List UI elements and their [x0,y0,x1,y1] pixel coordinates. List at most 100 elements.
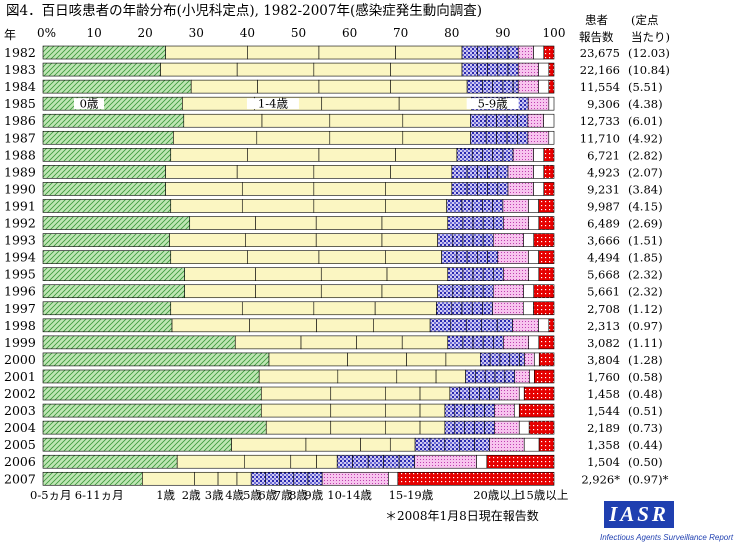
bar-segment [236,471,252,486]
bar-segment [165,45,248,60]
per-sentinel-value: (0.97)* [628,472,669,486]
report-count: 1,504 [587,455,620,469]
bar-segment [42,182,166,196]
bar-segment [507,62,519,77]
bar-segment [261,113,331,128]
bar-segment [419,403,446,418]
bar-segment [538,318,550,333]
bar-segment [307,471,323,486]
year-labels: 1982 1983 1984 1985 1986 1987 1988 1989 1990 1991… [4,45,36,486]
report-count: 1,358 [587,438,620,452]
bar-segment [461,301,473,316]
bar-segment [523,284,535,299]
year-label: 1989 [4,164,36,179]
bar-segment [503,267,530,281]
bar-segment [519,352,525,367]
bar-segment [320,284,383,299]
bar-segment [170,301,243,316]
bar-segment [538,62,550,77]
bar-segment [533,165,545,179]
bar-segment [184,267,256,281]
bar-segment [512,79,519,94]
bar-segment [234,335,302,350]
bar-segment [506,113,518,128]
bar-segment [462,216,474,230]
bar-segment [509,352,520,367]
bar-segment [182,96,255,111]
bar-segment [451,165,468,179]
bar-segment [385,182,453,196]
group-label: 1-4歳 [258,97,289,111]
bar-segment [247,250,320,264]
per-sentinel-value: (2.32) [628,285,663,299]
bar-segment [406,352,447,367]
bar-segment [543,165,555,179]
year-label: 1998 [4,318,36,333]
bar-segment [236,62,315,77]
bar-segment [474,403,485,418]
bar-segment [385,420,421,435]
x-tick-label: 70 [393,26,408,40]
year-axis-label: 年 [4,28,16,42]
x-axis-ticks: 0% 10 20 30 40 50 60 70 80 90 100 [37,26,565,40]
year-label: 1985 [4,96,36,111]
bar-segment [170,148,248,162]
year-label: 1994 [4,250,36,265]
right-header-reports-line2: 報告数 [579,30,614,44]
bar-segment [385,386,421,401]
bar-segment [518,420,530,435]
group-label-bg [73,98,104,110]
per-sentinel-value: (0.51) [628,404,663,418]
year-label: 1993 [4,233,36,248]
category-label: 2歳 [182,488,201,502]
bar-segment [330,386,386,401]
bar-segment [517,62,539,77]
bar-segment [502,199,529,213]
bar-segment [42,79,192,94]
bar-segment [42,130,174,145]
bar-segment [42,199,172,213]
bar-segment [548,62,555,77]
bar-segment [265,420,332,435]
bar-segment [451,301,463,316]
bar-segment [502,79,514,94]
per-sentinel-value: (2.32) [628,268,663,282]
bar-segment [543,113,555,128]
bar-segment [249,318,317,333]
bar-segment [492,199,504,213]
bar-segment [395,148,458,162]
bar-segment [518,386,525,401]
bar-segment [514,369,530,384]
bar-segment [462,233,474,247]
bar-segment [533,233,555,247]
bar-segment [305,437,361,452]
group-label: 5-9歳 [478,97,509,111]
bar-segment [42,420,267,435]
year-label: 1990 [4,181,36,196]
bar-segment [506,130,518,145]
year-label: 2003 [4,403,36,418]
bar-segment [484,369,496,384]
per-sentinel-value: (6.01) [628,114,663,128]
iasr-logo-subtitle: Infectious Agents Surveillance Report [600,533,734,542]
category-label: 10-14歳 [327,488,372,502]
group-label-bg [466,98,519,110]
bar-segment [396,369,437,384]
report-count: 11,710 [580,131,620,145]
bar-segment [461,199,473,213]
bar-segment [313,62,391,77]
x-tick-label: 20 [138,26,153,40]
year-label: 1997 [4,301,36,316]
bar-segment [429,318,452,333]
bar-segment [527,130,550,145]
bar-segment [435,369,466,384]
bar-segment [374,301,437,316]
report-count: 4,923 [587,165,620,179]
bar-segment [466,79,483,94]
bar-segment [497,182,509,196]
bar-segment [398,96,472,111]
report-count: 22,166 [580,63,620,77]
x-tick-label: 80 [444,26,459,40]
report-count: 4,494 [587,251,620,265]
